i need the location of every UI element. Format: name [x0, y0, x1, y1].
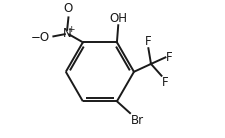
- Text: F: F: [161, 76, 168, 89]
- Text: F: F: [144, 34, 151, 48]
- Text: −O: −O: [30, 30, 49, 44]
- Text: F: F: [165, 51, 172, 64]
- Text: N: N: [63, 27, 71, 40]
- Text: O: O: [63, 2, 73, 15]
- Text: OH: OH: [109, 12, 127, 25]
- Text: Br: Br: [130, 114, 143, 127]
- Text: +: +: [66, 25, 74, 34]
